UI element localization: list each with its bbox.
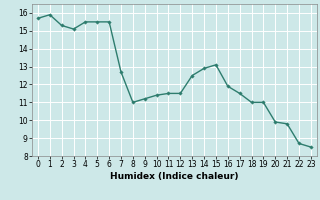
X-axis label: Humidex (Indice chaleur): Humidex (Indice chaleur) (110, 172, 239, 181)
